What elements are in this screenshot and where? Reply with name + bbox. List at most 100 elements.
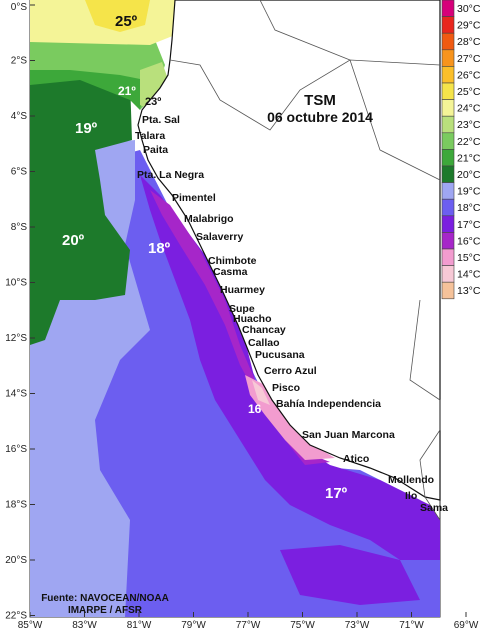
isotherm-label-17: 17º	[325, 485, 348, 502]
place-pta-sal: Pta. Sal	[142, 114, 180, 126]
place-casma: Casma	[213, 266, 248, 278]
isotherm-label-21: 21º	[118, 84, 136, 98]
legend-label: 16°C	[457, 235, 481, 247]
legend-label: 21°C	[457, 152, 481, 164]
legend-swatch	[441, 99, 455, 117]
place-labels: Pta. Sal Talara Paita Pta. La Negra Pime…	[135, 114, 448, 514]
legend-label: 13°C	[457, 285, 481, 297]
legend-swatch	[441, 248, 455, 266]
border-chile-bolivia	[424, 496, 441, 521]
place-san-juan-marcona: San Juan Marcona	[302, 429, 395, 441]
sst-20c-area	[30, 70, 132, 345]
place-pisco: Pisco	[272, 382, 300, 394]
border-bolivia-peru	[409, 299, 441, 498]
legend-swatch	[441, 281, 455, 300]
legend-swatch	[441, 0, 455, 17]
sst-23c-area	[140, 62, 170, 110]
place-paita: Paita	[143, 144, 168, 156]
place-chancay: Chancay	[242, 324, 286, 336]
sst-25c-area	[85, 0, 150, 32]
legend-swatch	[441, 82, 455, 100]
place-malabrigo: Malabrigo	[184, 213, 234, 225]
place-huarmey: Huarmey	[220, 284, 265, 296]
sst-14c-area	[252, 380, 270, 405]
legend-swatch	[441, 132, 455, 150]
lon-tick-label: 79°W	[181, 620, 206, 631]
lon-tick-label: 73°W	[345, 620, 370, 631]
legend-label: 26°C	[457, 69, 481, 81]
place-mollendo: Mollendo	[388, 474, 434, 486]
legend-swatch	[441, 182, 455, 200]
legend-label: 30°C	[457, 3, 481, 15]
border-colombia	[259, 0, 351, 61]
isotherm-label-18: 18º	[148, 240, 171, 257]
legend-swatch	[441, 232, 455, 250]
legend-label: 24°C	[457, 103, 481, 115]
lon-tick-label: 71°W	[399, 620, 424, 631]
legend-swatch	[441, 16, 455, 34]
lon-tick-label: 83°W	[72, 620, 97, 631]
lat-tick-label: 16°S	[5, 444, 27, 455]
lat-tick-label: 2°S	[11, 56, 28, 67]
place-sama: Sama	[420, 502, 448, 514]
legend-swatch	[441, 215, 455, 233]
legend-swatch	[441, 149, 455, 167]
legend-label: 27°C	[457, 53, 481, 65]
lat-tick-label: 0°S	[11, 2, 28, 13]
lat-tick-label: 8°S	[11, 222, 28, 233]
isotherm-label-16: 16	[248, 402, 262, 416]
place-chimbote: Chimbote	[208, 255, 257, 267]
place-ilo: Ilo	[405, 490, 417, 502]
place-pta-la-negra: Pta. La Negra	[137, 169, 204, 181]
place-atico: Atico	[343, 453, 369, 465]
legend-swatch	[441, 32, 455, 51]
place-bahia-independencia: Bahía Independencia	[276, 398, 381, 410]
longitude-ticks: 85°W 83°W 81°W 79°W 77°W 75°W 73°W 71°W 69°W	[18, 612, 479, 631]
lat-tick-label: 12°S	[5, 333, 27, 344]
latitude-ticks: 0°S 2°S 4°S 6°S 8°S 10°S 12°S 14°S 16°S 18°S 20°S 2…	[5, 2, 35, 622]
legend-swatch	[441, 66, 455, 84]
legend-swatch	[441, 265, 455, 283]
lat-tick-label: 4°S	[11, 111, 28, 122]
place-huacho: Huacho	[233, 313, 272, 325]
sst-17c-south-patch	[280, 545, 420, 605]
land-south-america	[137, 0, 441, 501]
place-callao: Callao	[248, 337, 280, 349]
place-talara: Talara	[135, 130, 165, 142]
isotherm-label-23: 23º	[145, 96, 161, 108]
legend-label: 19°C	[457, 186, 481, 198]
legend-label: 25°C	[457, 86, 481, 98]
source-line2: IMARPE / AFSR	[68, 605, 143, 616]
legend-swatch	[441, 198, 455, 217]
legend-label: 23°C	[457, 119, 481, 131]
isotherm-label-20: 20º	[62, 232, 85, 249]
sst-16c-area	[150, 190, 330, 465]
isotherm-label-19: 19º	[75, 120, 98, 137]
legend-label: 14°C	[457, 269, 481, 281]
border-brazil-peru	[349, 59, 441, 181]
legend-swatch	[441, 165, 455, 183]
lat-tick-label: 20°S	[5, 555, 27, 566]
legend-label: 17°C	[457, 219, 481, 231]
lat-tick-label: 22°S	[5, 611, 27, 622]
map-title-line1: TSM	[304, 92, 336, 109]
sst-22c-area	[30, 38, 165, 110]
source-line1: Fuente: NAVOCEAN/NOAA	[41, 593, 169, 604]
lat-tick-label: 18°S	[5, 500, 27, 511]
lon-tick-label: 75°W	[290, 620, 315, 631]
lon-tick-label: 85°W	[18, 620, 43, 631]
place-salaverry: Salaverry	[196, 231, 243, 243]
lon-tick-label: 77°W	[236, 620, 261, 631]
lon-tick-label: 81°W	[127, 620, 152, 631]
lat-tick-label: 14°S	[5, 389, 27, 400]
temperature-legend: 30°C 29°C 28°C 27°C 26°C 25°C 24°C 23°C 22°C 21°C…	[441, 0, 481, 300]
legend-label: 20°C	[457, 169, 481, 181]
lon-tick-label: 69°W	[454, 620, 479, 631]
legend-swatch	[441, 49, 455, 67]
legend-label: 15°C	[457, 252, 481, 264]
legend-label: 29°C	[457, 20, 481, 32]
isotherm-label-25: 25º	[115, 13, 138, 30]
place-supe: Supe	[229, 303, 255, 315]
place-cerro-azul: Cerro Azul	[264, 365, 317, 377]
legend-label: 18°C	[457, 202, 481, 214]
